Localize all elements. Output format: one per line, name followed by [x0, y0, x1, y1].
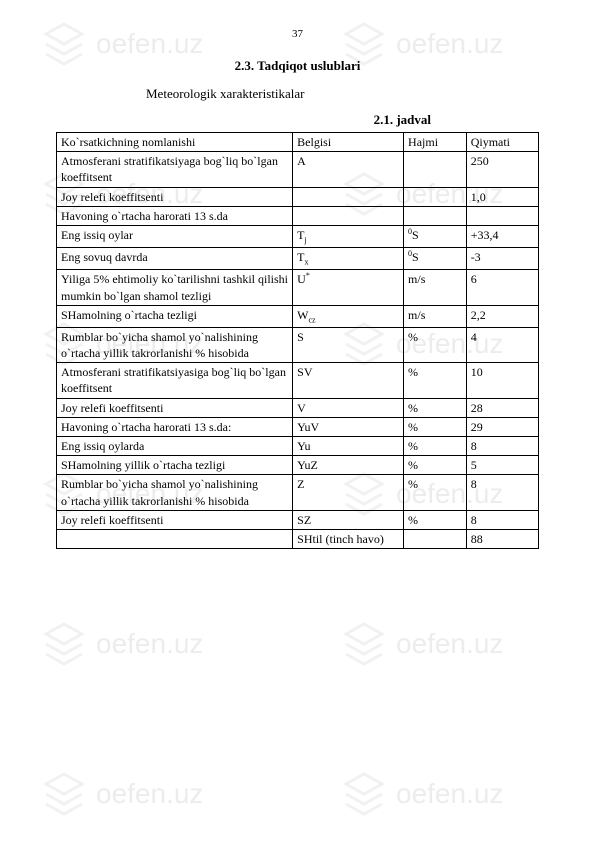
table-cell: 8 [466, 475, 538, 510]
table-row: SHamolning o`rtacha tezligiWczm/s2,2 [57, 305, 539, 327]
table-header-cell: Ko`rsatkichning nomlanishi [57, 133, 293, 152]
table-cell: 29 [466, 417, 538, 436]
table-cell: 4 [466, 327, 538, 362]
table-cell [466, 206, 538, 225]
table-cell: 10 [466, 363, 538, 398]
table-row: Havoning o`rtacha harorati 13 s.da:YuV%2… [57, 417, 539, 436]
table-cell: % [404, 363, 467, 398]
table-cell [404, 152, 467, 187]
table-cell: U* [293, 270, 404, 305]
table-cell [404, 529, 467, 548]
table-header-row: Ko`rsatkichning nomlanishiBelgisiHajmiQi… [57, 133, 539, 152]
table-cell: Tx [293, 248, 404, 270]
table-label: 2.1. jadval [56, 112, 431, 128]
watermark-text: oefen.uz [96, 628, 203, 660]
table-cell: Wcz [293, 305, 404, 327]
table-cell: % [404, 437, 467, 456]
table-cell [293, 206, 404, 225]
table-row: Rumblar bo`yicha shamol yo`nalishining o… [57, 475, 539, 510]
table-cell: 88 [466, 529, 538, 548]
table-row: Joy relefi koeffitsentiSZ%8 [57, 510, 539, 529]
table-cell: Tj [293, 225, 404, 247]
watermark-text: oefen.uz [96, 778, 203, 810]
table-cell: Joy relefi koeffitsenti [57, 510, 293, 529]
watermark: oefen.uz [40, 770, 203, 818]
table-row: Eng issiq oylardaYu%8 [57, 437, 539, 456]
table-header-cell: Belgisi [293, 133, 404, 152]
table-cell: SHamolning yillik o`rtacha tezligi [57, 456, 293, 475]
table-cell: SHamolning o`rtacha tezligi [57, 305, 293, 327]
data-table: Ko`rsatkichning nomlanishiBelgisiHajmiQi… [56, 132, 539, 549]
table-cell: Atmosferani stratifikatsiyaga bog`liq bo… [57, 152, 293, 187]
table-cell: 0S [404, 225, 467, 247]
table-row: SHamolning yillik o`rtacha tezligiYuZ%5 [57, 456, 539, 475]
watermark: oefen.uz [340, 770, 503, 818]
table-cell: -3 [466, 248, 538, 270]
table-cell: 2,2 [466, 305, 538, 327]
table-cell: SV [293, 363, 404, 398]
table-row: Rumblar bo`yicha shamol yo`nalishining o… [57, 327, 539, 362]
watermark-text: oefen.uz [396, 778, 503, 810]
table-cell: % [404, 327, 467, 362]
table-cell: Z [293, 475, 404, 510]
table-row: Atmosferani stratifikatsiyaga bog`liq bo… [57, 152, 539, 187]
table-cell: Joy relefi koeffitsenti [57, 398, 293, 417]
table-cell: 6 [466, 270, 538, 305]
table-header-cell: Qiymati [466, 133, 538, 152]
table-cell: Rumblar bo`yicha shamol yo`nalishining o… [57, 327, 293, 362]
table-cell: Rumblar bo`yicha shamol yo`nalishining o… [57, 475, 293, 510]
table-cell [293, 187, 404, 206]
table-cell [404, 206, 467, 225]
watermark-text: oefen.uz [396, 628, 503, 660]
table-row: Havoning o`rtacha harorati 13 s.da [57, 206, 539, 225]
table-cell: 28 [466, 398, 538, 417]
table-cell: V [293, 398, 404, 417]
table-cell: Atmosferani stratifikatsiyasiga bog`liq … [57, 363, 293, 398]
table-cell: % [404, 475, 467, 510]
table-row: Joy relefi koeffitsentiV%28 [57, 398, 539, 417]
table-cell: Havoning o`rtacha harorati 13 s.da [57, 206, 293, 225]
table-row: Atmosferani stratifikatsiyasiga bog`liq … [57, 363, 539, 398]
table-cell: A [293, 152, 404, 187]
table-cell [404, 187, 467, 206]
table-cell: % [404, 456, 467, 475]
table-cell: +33,4 [466, 225, 538, 247]
table-cell: S [293, 327, 404, 362]
table-cell: m/s [404, 305, 467, 327]
table-row: Joy relefi koeffitsenti 1,0 [57, 187, 539, 206]
table-cell: 1,0 [466, 187, 538, 206]
table-cell: m/s [404, 270, 467, 305]
table-cell: Eng sovuq davrda [57, 248, 293, 270]
watermark: oefen.uz [340, 620, 503, 668]
table-cell: YuZ [293, 456, 404, 475]
section-title: 2.3. Tadqiqot uslublari [56, 58, 539, 74]
watermark: oefen.uz [40, 620, 203, 668]
table-cell: % [404, 510, 467, 529]
table-cell: 8 [466, 510, 538, 529]
table-cell: Eng issiq oylar [57, 225, 293, 247]
table-row: Eng issiq oylarTj0S+33,4 [57, 225, 539, 247]
table-cell: Yiliga 5% ehtimoliy ko`tarilishni tashki… [57, 270, 293, 305]
table-cell: Joy relefi koeffitsenti [57, 187, 293, 206]
table-row: Eng sovuq davrdaTx0S-3 [57, 248, 539, 270]
table-cell: % [404, 417, 467, 436]
subtitle: Meteorologik xarakteristikalar [146, 86, 539, 102]
table-cell: % [404, 398, 467, 417]
table-cell: 0S [404, 248, 467, 270]
table-row: SHtil (tinch havo) 88 [57, 529, 539, 548]
table-cell: Eng issiq oylarda [57, 437, 293, 456]
table-cell [57, 529, 293, 548]
table-cell: Havoning o`rtacha harorati 13 s.da: [57, 417, 293, 436]
table-row: Yiliga 5% ehtimoliy ko`tarilishni tashki… [57, 270, 539, 305]
table-cell: 5 [466, 456, 538, 475]
table-cell: SZ [293, 510, 404, 529]
table-cell: SHtil (tinch havo) [293, 529, 404, 548]
table-header-cell: Hajmi [404, 133, 467, 152]
page-number: 37 [56, 0, 539, 40]
table-cell: Yu [293, 437, 404, 456]
table-cell: 250 [466, 152, 538, 187]
table-cell: 8 [466, 437, 538, 456]
table-cell: YuV [293, 417, 404, 436]
